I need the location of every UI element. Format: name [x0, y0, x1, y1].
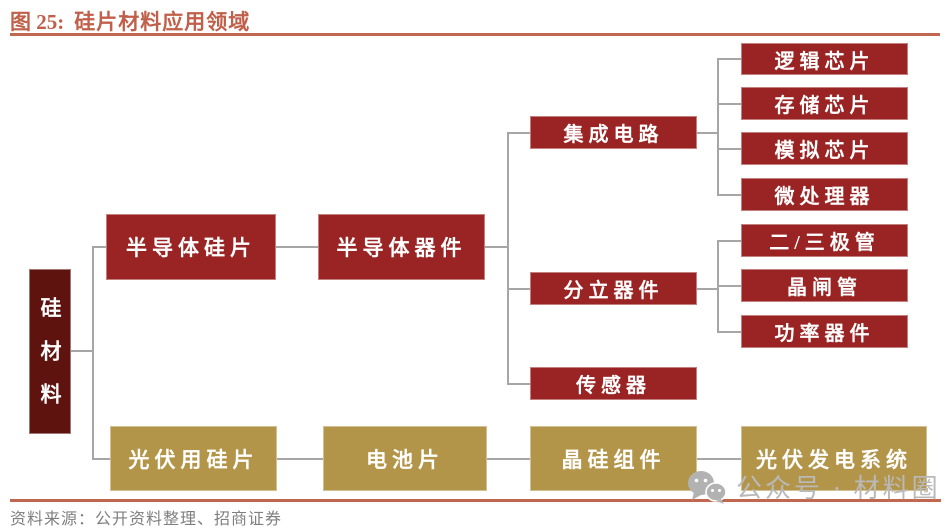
- connector-to-pv-wafer: [92, 458, 110, 460]
- node-discrete-device: 分立器件: [530, 272, 697, 305]
- connector-to-mcu: [717, 194, 741, 196]
- node-silicon-material: 硅材料: [29, 269, 71, 434]
- node-pv-power-system: 光伏发电系统: [741, 426, 927, 491]
- node-diode-triode: 二/三极管: [741, 224, 908, 257]
- node-power-device: 功率器件: [741, 315, 908, 348]
- figure-header: 图 25: 硅片材料应用领域: [10, 6, 250, 36]
- header-divider: [10, 33, 940, 36]
- connector-to-memory: [717, 103, 741, 105]
- node-solar-cell: 电池片: [323, 426, 487, 491]
- node-thyristor: 晶闸管: [741, 269, 908, 302]
- connector-to-thyristor: [717, 285, 741, 287]
- wechat-icon: [686, 469, 728, 505]
- connector-wafer-device: [276, 246, 318, 248]
- trunk-root: [92, 246, 94, 460]
- connector-to-diode: [717, 240, 741, 242]
- figure-title: 硅片材料应用领域: [74, 10, 251, 34]
- node-sensor: 传感器: [530, 367, 697, 400]
- watermark: 公众号 · 材料圈: [686, 468, 941, 505]
- node-memory-chip: 存储芯片: [741, 87, 908, 120]
- watermark-text: 公众号 · 材料圈: [736, 474, 941, 503]
- node-integrated-circuit: 集成电路: [530, 116, 697, 149]
- connector-to-logic: [717, 58, 741, 60]
- connector-device-trunk: [485, 246, 507, 248]
- node-pv-wafer: 光伏用硅片: [110, 426, 277, 491]
- footer-divider: [10, 499, 941, 502]
- connector-discrete-trunk: [697, 288, 717, 290]
- source-note: 资料来源：公开资料整理、招商证券: [10, 511, 283, 528]
- node-analog-chip: 模拟芯片: [741, 132, 908, 165]
- figure-label: 图 25:: [10, 10, 65, 34]
- node-logic-chip: 逻辑芯片: [741, 43, 908, 75]
- connector-cell-module: [487, 458, 530, 460]
- trunk-device: [507, 132, 509, 385]
- node-crystal-module: 晶硅组件: [530, 426, 697, 491]
- connector-to-sensor: [507, 383, 530, 385]
- node-semi-wafer: 半导体硅片: [106, 214, 276, 280]
- connector-to-semi-wafer: [92, 246, 106, 248]
- connector-root-trunk: [70, 350, 92, 352]
- connector-ic-trunk: [697, 132, 717, 134]
- connector-to-analog: [717, 148, 741, 150]
- connector-to-power: [717, 331, 741, 333]
- node-semi-device: 半导体器件: [318, 214, 485, 280]
- connector-to-ic: [507, 132, 530, 134]
- node-microprocessor: 微处理器: [741, 178, 908, 211]
- trunk-ic: [717, 58, 719, 195]
- connector-pvwafer-cell: [277, 458, 323, 460]
- connector-to-discrete: [507, 288, 530, 290]
- connector-module-system: [697, 458, 741, 460]
